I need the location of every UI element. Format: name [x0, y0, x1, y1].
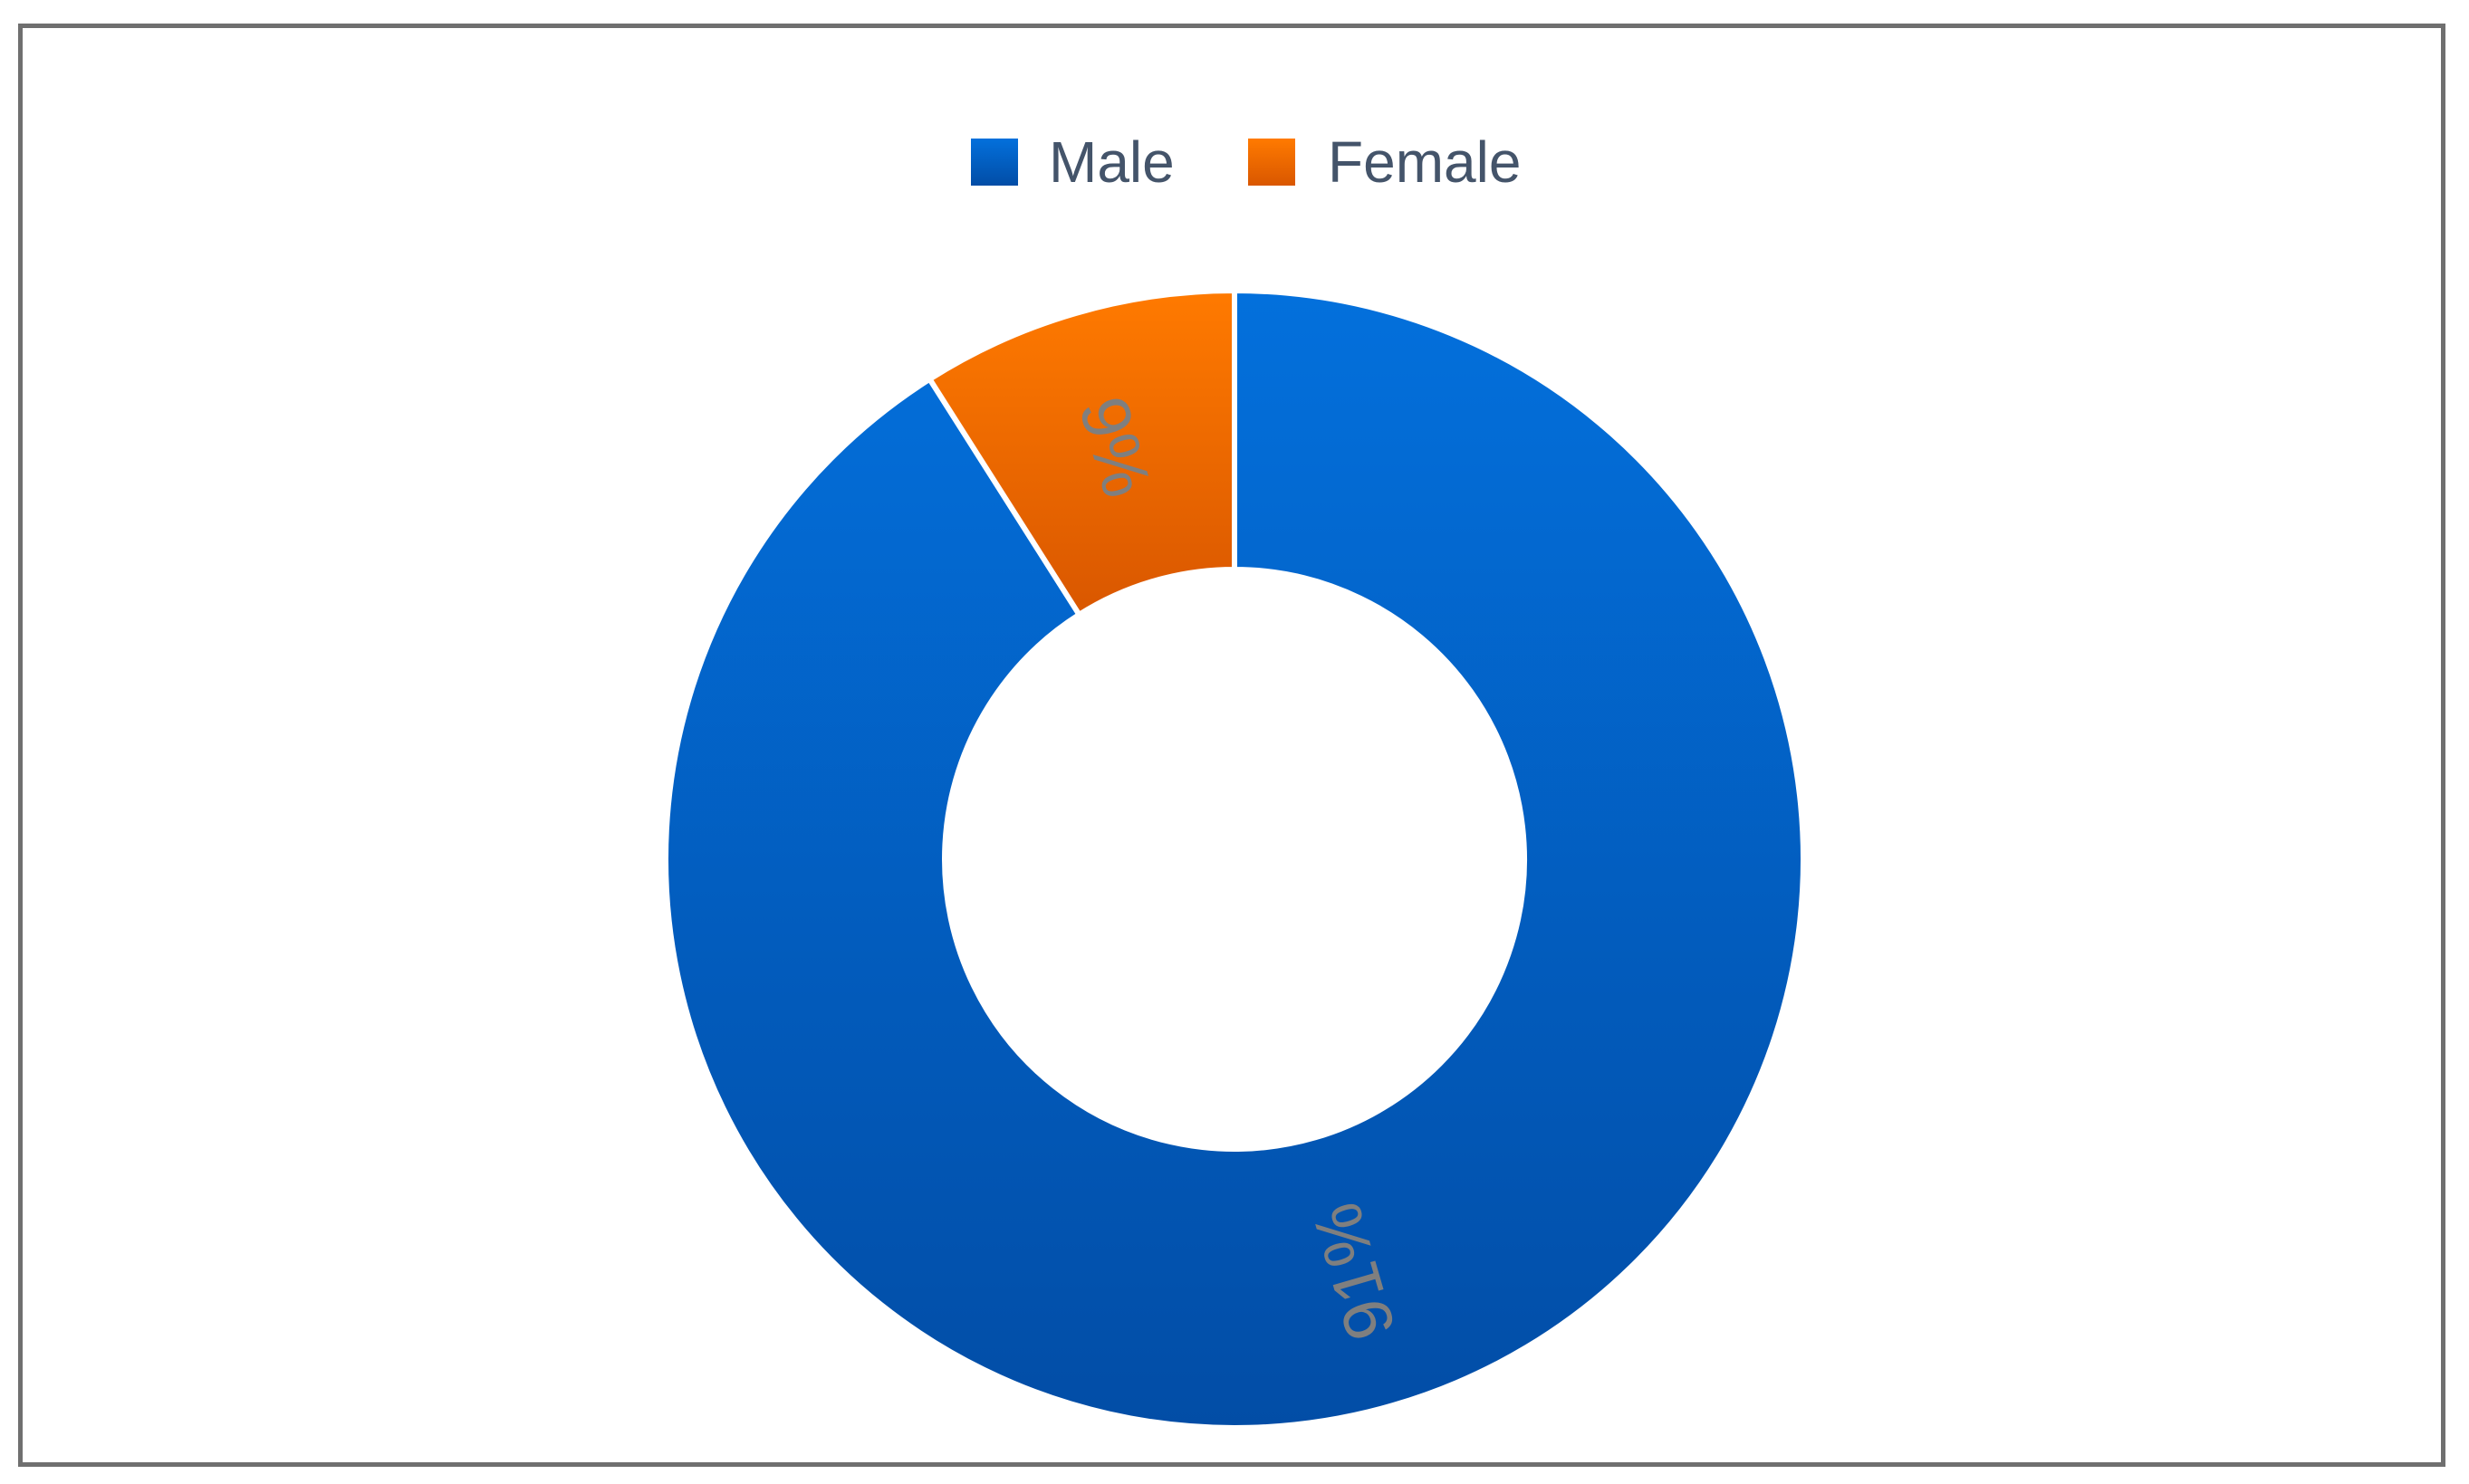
doughnut-slices: [663, 288, 1806, 1431]
legend: Male Female: [971, 129, 1521, 195]
slice-female: [927, 288, 1237, 618]
legend-swatch-female: [1248, 139, 1295, 186]
slice-male: [663, 288, 1806, 1431]
legend-label-male: Male: [1049, 129, 1175, 195]
legend-label-female: Female: [1328, 129, 1521, 195]
legend-swatch-male: [971, 139, 1018, 186]
